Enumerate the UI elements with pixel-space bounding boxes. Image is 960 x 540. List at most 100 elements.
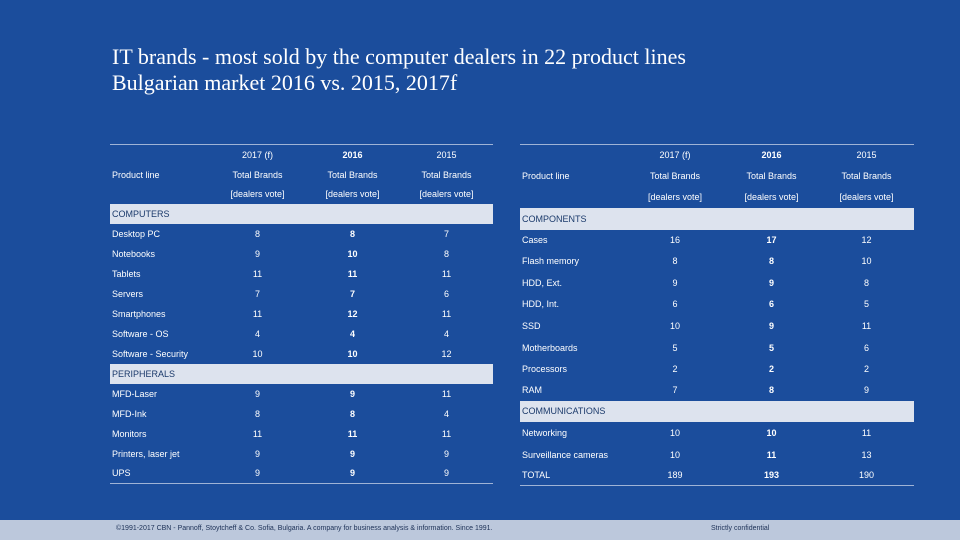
table-row: Monitors 11 11 11 [110,424,493,444]
table-row: Networking 10 10 11 [520,422,914,444]
value-2016: 10 [766,427,777,438]
value-2017: 6 [672,299,678,309]
section-header: COMPUTERS [110,203,493,224]
value-2015: 11 [441,308,452,319]
row-label: Processors [522,364,568,374]
dealers-vote-2017: [dealers vote] [647,192,703,202]
value-2015: 13 [861,449,872,460]
left-brands-table: 2017 (f) 2016 2015 Product line Total Br… [110,144,493,484]
value-2015: 11 [441,388,452,399]
value-2017: 8 [254,408,260,419]
dealers-vote-2017: [dealers vote] [230,189,285,199]
table-row: Software - Security 10 10 12 [110,344,493,364]
row-label: Software - OS [112,328,169,339]
section-header: COMPONENTS [520,207,914,230]
value-2017: 9 [672,277,678,288]
row-label: HDD, Int. [522,299,560,309]
value-2015: 6 [443,288,449,299]
year-header-row: 2017 (f) 2016 2015 [520,144,914,166]
value-2017: 8 [254,228,260,239]
value-2016: 12 [347,308,358,319]
section-label: COMPUTERS [110,203,493,224]
row-label: Cases [522,235,548,245]
value-2017: 10 [669,427,680,438]
value-2016: 8 [768,385,774,395]
value-2016: 11 [347,268,358,279]
value-2016: 5 [768,342,774,353]
value-2015: 4 [443,408,449,419]
value-2016: 9 [305,463,400,484]
value-2017: 5 [672,342,678,353]
table-row: Surveillance cameras 10 11 13 [520,444,914,466]
product-line-label: Product line [112,170,160,180]
row-label: MFD-Laser [112,388,158,399]
year-header-row: 2017 (f) 2016 2015 [110,144,493,166]
table-row: Smartphones 11 12 11 [110,304,493,324]
row-label: HDD, Ext. [522,277,563,288]
dealers-vote-2015: [dealers vote] [839,192,894,202]
value-2015: 11 [861,427,872,438]
row-label: Servers [112,288,144,299]
table-row: Printers, laser jet 9 9 9 [110,444,493,464]
row-label: Software - Security [112,348,189,359]
dealers-vote-row: [dealers vote] [dealers vote] [dealers v… [110,185,493,204]
value-2017: 10 [669,320,680,331]
copyright-notice: ©1991-2017 CBN - Pannoff, Stoytcheff & C… [116,525,493,532]
year-2015-header: 2015 [819,144,914,166]
value-2016: 9 [768,277,774,288]
table-row: Servers 7 7 6 [110,284,493,304]
value-2016: 7 [349,288,355,299]
value-2016: 11 [347,428,358,439]
dealers-vote-2015: [dealers vote] [419,189,474,199]
dealers-vote-2016: [dealers vote] [744,192,799,202]
value-2017: 9 [254,388,260,399]
value-2017: 11 [252,268,263,279]
value-2016: 10 [347,248,358,259]
table-row: SSD 10 9 11 [520,315,914,337]
value-2017: 2 [672,364,678,374]
total-brands-2017: Total Brands [232,170,283,180]
value-2015: 11 [441,268,452,279]
row-label: MFD-Ink [112,408,147,419]
table-row: HDD, Ext. 9 9 8 [520,272,914,294]
value-2017: 8 [672,256,678,266]
section-label: PERIPHERALS [110,363,493,384]
value-2016: 9 [768,320,774,331]
total-brands-2017: Total Brands [649,171,701,181]
product-line-label: Product line [522,171,570,181]
confidential-label: Strictly confidential [711,525,770,532]
total-row: TOTAL 189 193 190 [520,465,914,486]
value-2016: 8 [349,228,355,239]
value-2015: 12 [441,348,452,359]
value-2016: 11 [766,449,777,460]
row-label: Flash memory [522,256,580,266]
value-2016: 8 [768,256,774,266]
year-2016-header: 2016 [724,144,819,166]
value-2015: 11 [441,428,452,439]
table-row: Software - OS 4 4 4 [110,324,493,344]
value-2016: 4 [349,328,355,339]
section-header: PERIPHERALS [110,363,493,384]
row-label: UPS [110,463,210,484]
value-2015: 11 [861,320,872,331]
year-2016-header: 2016 [305,144,400,166]
value-2015: 5 [863,299,869,309]
table-row: Flash memory 8 8 10 [520,251,914,272]
row-label: Motherboards [522,342,578,353]
section-label: COMPONENTS [520,207,914,230]
value-2017: 10 [252,348,263,359]
value-2016: 8 [349,408,355,419]
row-label: Smartphones [112,308,166,319]
value-2017: 7 [672,385,678,395]
title-line-1: IT brands - most sold by the computer de… [112,44,686,69]
dealers-vote-row: [dealers vote] [dealers vote] [dealers v… [520,187,914,208]
dealers-vote-blank [520,187,626,208]
total-brands-row: Product line Total Brands Total Brands T… [520,166,914,187]
value-2016: 9 [349,448,355,459]
total-brands-row: Product line Total Brands Total Brands T… [110,166,493,185]
total-brands-2016: Total Brands [746,171,797,181]
table-row: Processors 2 2 2 [520,359,914,380]
value-2016: 9 [349,388,355,399]
value-2015: 9 [443,448,449,459]
value-2017: 11 [252,308,263,319]
